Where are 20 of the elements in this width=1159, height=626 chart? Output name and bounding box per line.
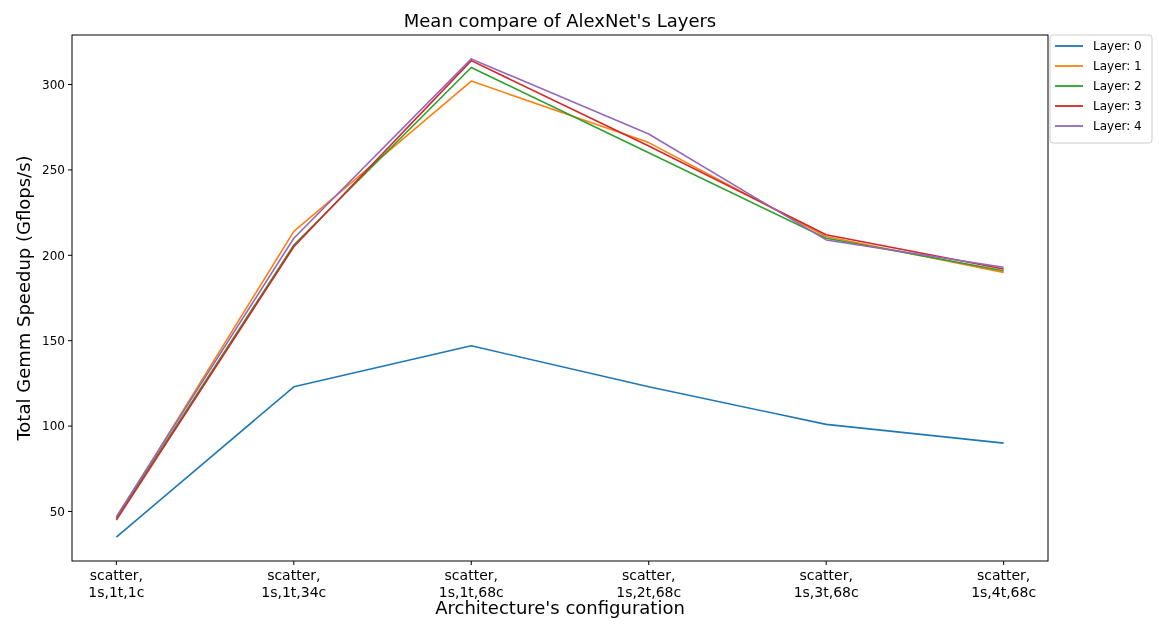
line-series <box>115 345 1005 538</box>
x-tick-label: scatter, 1s,3t,68c <box>793 567 859 600</box>
x-tick-label: scatter, 1s,2t,68c <box>616 567 682 600</box>
x-tick-label: scatter, 1s,1t,68c <box>438 567 504 600</box>
chart-title: Mean compare of AlexNet's Layers <box>403 10 717 31</box>
x-tick-label: scatter, 1s,1t,1c <box>88 567 145 600</box>
legend-label: Layer: 3 <box>1093 99 1142 114</box>
y-tick-label: 300 <box>42 77 65 92</box>
x-tick-label: scatter, 1s,4t,68c <box>971 567 1037 600</box>
y-tick-label: 250 <box>42 163 65 178</box>
y-tick-label: 50 <box>49 504 65 519</box>
x-tick-label: scatter, 1s,1t,34c <box>261 567 327 600</box>
y-tick-label: 200 <box>42 248 65 263</box>
y-tick-label: 150 <box>42 333 65 348</box>
y-tick-label: 100 <box>42 419 65 434</box>
legend-label: Layer: 0 <box>1093 39 1142 54</box>
y-axis-title: Total Gemm Speedup (Gflops/s) <box>13 155 34 442</box>
legend-label: Layer: 4 <box>1093 119 1142 134</box>
legend-label: Layer: 2 <box>1093 79 1142 94</box>
legend-label: Layer: 1 <box>1093 59 1142 74</box>
